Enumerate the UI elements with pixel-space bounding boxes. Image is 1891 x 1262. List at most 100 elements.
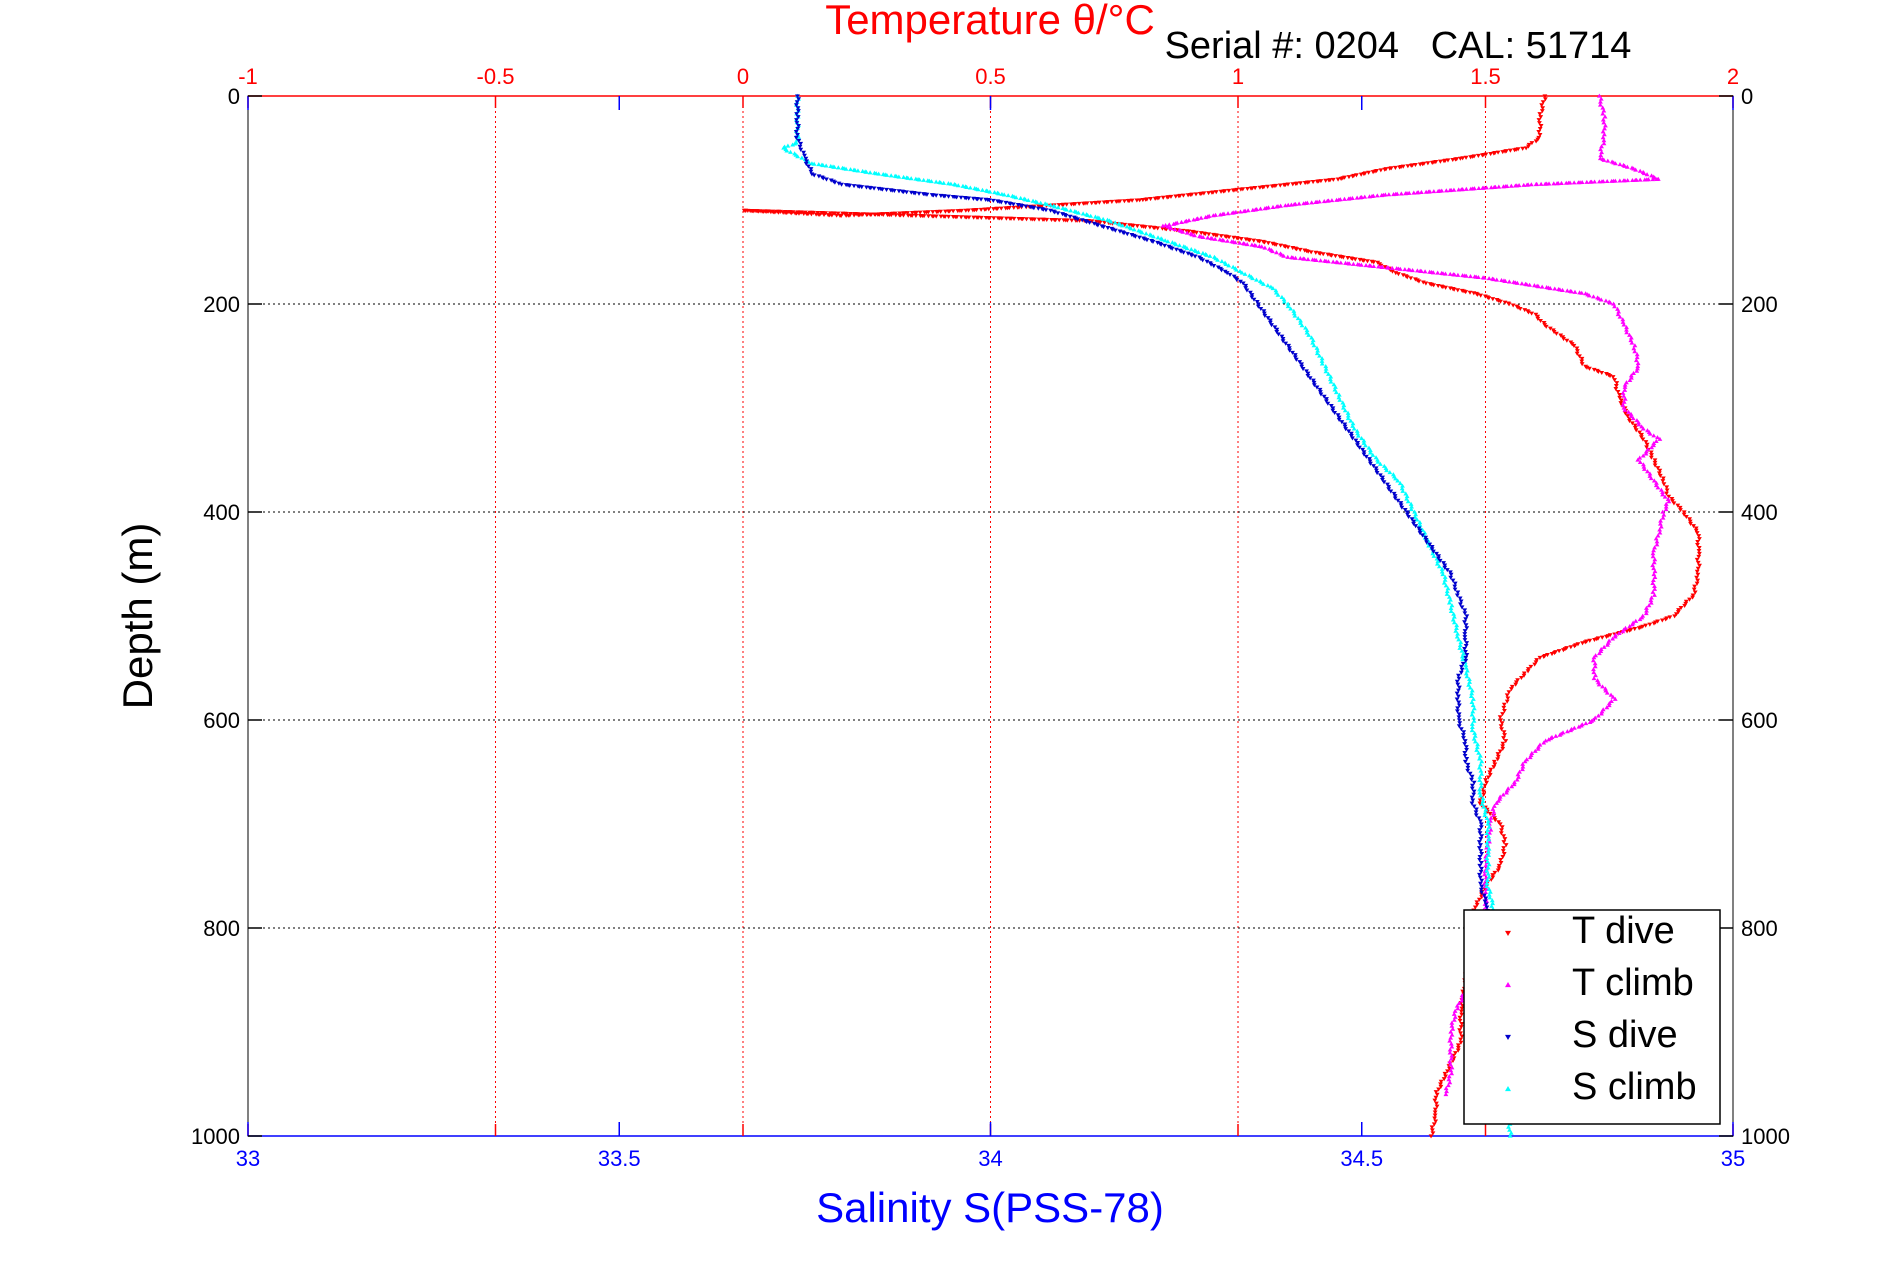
data-point [1209,236,1215,241]
data-point [1447,1080,1453,1085]
data-point [1435,270,1441,275]
data-point [1359,436,1364,441]
data-point [1392,165,1398,170]
data-point [1500,849,1506,854]
data-point [1456,724,1462,729]
data-point [1075,217,1081,222]
data-point [954,215,960,220]
data-point [1470,798,1476,803]
bottom-axis-tick-label: 34 [978,1146,1002,1171]
data-point [1636,420,1641,425]
data-point [1345,255,1351,261]
data-point [1287,348,1293,353]
data-point [958,215,964,220]
data-point [1628,335,1634,340]
data-point [1044,202,1050,207]
data-point [1443,1092,1449,1097]
data-point [1503,739,1509,744]
data-point [1617,392,1622,398]
data-point [1532,662,1538,667]
data-point [1599,150,1605,155]
data-point [1569,289,1574,294]
data-point [1405,164,1411,169]
data-point [1491,765,1497,770]
data-point [1467,679,1473,684]
data-point [1476,897,1482,902]
data-point [1304,369,1309,374]
data-point [1485,821,1491,826]
data-point [901,174,907,180]
data-point [1599,370,1605,376]
data-point [1461,651,1466,656]
data-point [1486,852,1492,857]
data-point [1374,193,1380,198]
data-point [1134,198,1140,203]
data-point [1262,240,1267,245]
data-point [1648,450,1654,455]
data-point [1521,182,1527,187]
data-point [1262,206,1268,211]
data-point [1281,299,1287,304]
data-point [1471,715,1477,720]
data-point [1384,468,1389,473]
data-point [1419,268,1424,274]
data-point [1652,458,1658,463]
data-point [1434,1092,1440,1097]
data-point [1449,1056,1454,1061]
data-point [1102,220,1107,225]
data-point [1535,316,1541,321]
data-point [1290,350,1295,355]
data-point [1346,429,1352,434]
data-point [1306,332,1312,337]
data-point [1314,179,1320,184]
data-point [1341,403,1347,408]
data-point [1624,164,1630,169]
data-point [1479,890,1484,895]
data-point [1311,383,1317,388]
data-point [1460,657,1466,662]
data-point [1484,843,1490,848]
data-point [1572,289,1578,294]
data-point [1542,97,1548,102]
data-point [1492,818,1498,823]
data-point [1361,258,1367,263]
data-point [1467,685,1473,690]
data-point [1423,538,1429,543]
data-point [1076,201,1082,206]
data-point [1448,1041,1454,1046]
data-point [1617,162,1623,167]
data-point [1431,283,1437,288]
data-point [1448,1035,1454,1040]
data-point [809,172,815,177]
data-point [1392,494,1398,499]
data-point [1688,521,1693,526]
data-point [1564,288,1570,293]
data-point [1432,1113,1438,1118]
data-point [1249,295,1255,300]
data-point [1630,177,1635,183]
data-point [1568,728,1574,733]
data-point [798,141,804,146]
data-point [1653,483,1659,488]
data-point [836,181,842,186]
data-point [1602,114,1608,119]
data-point [1274,204,1280,209]
data-point [998,206,1004,211]
data-point [1617,178,1623,183]
data-point [1455,706,1460,711]
data-point [1654,542,1660,547]
data-point [1537,112,1543,117]
data-point [1487,811,1493,816]
data-point [860,212,866,217]
data-point [1482,813,1488,818]
data-point [1655,435,1660,440]
data-point [1494,800,1499,805]
data-point [1431,1122,1437,1127]
data-point [1486,874,1492,879]
data-point [1652,574,1658,580]
data-point [1481,789,1486,794]
data-point [1580,641,1585,646]
data-point [1441,580,1447,585]
data-point [1436,554,1442,559]
data-point [1622,382,1628,387]
